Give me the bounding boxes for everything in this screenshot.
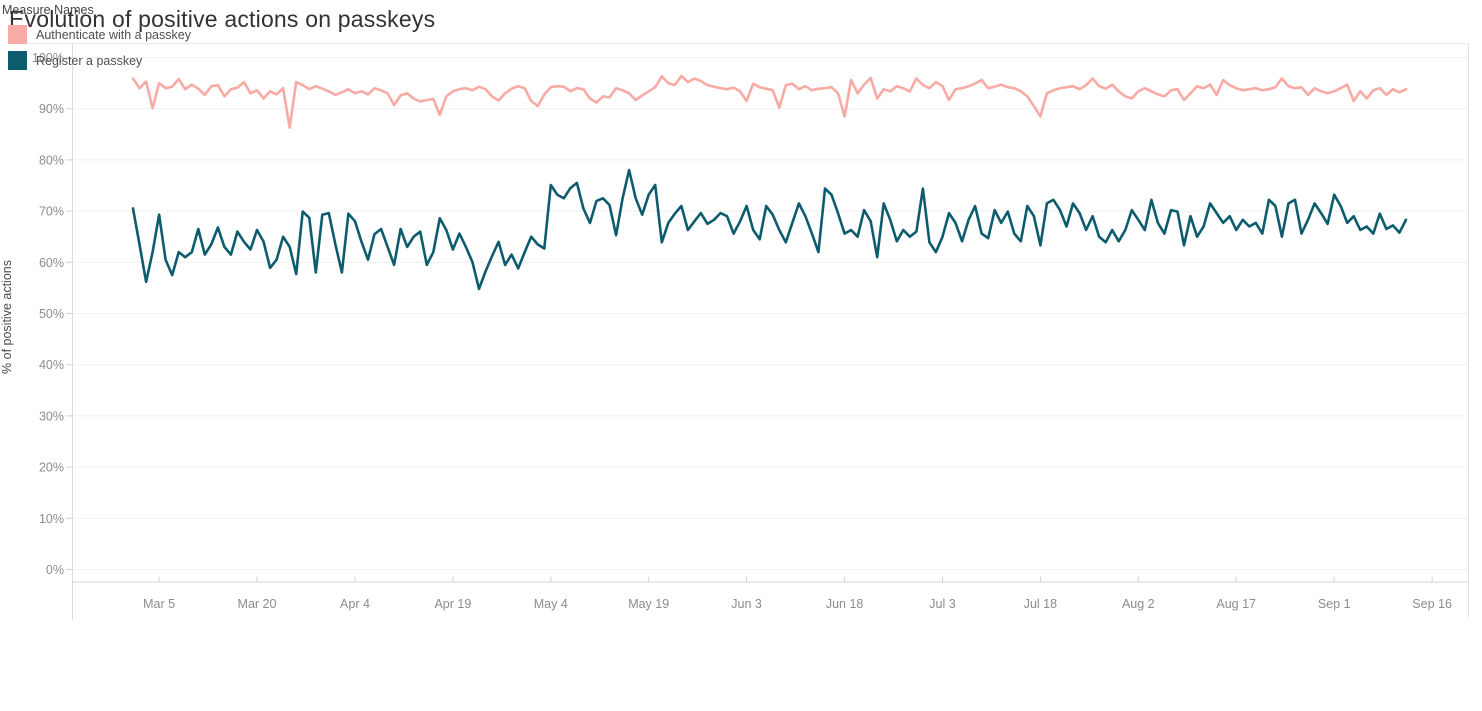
x-tick-label: May 4 (534, 597, 568, 611)
x-tick-label: Sep 16 (1412, 597, 1452, 611)
y-tick-label: 30% (39, 409, 64, 423)
y-tick-label: 100% (32, 51, 64, 65)
y-tick-label: 0% (46, 563, 64, 577)
page-title: Evolution of positive actions on passkey… (9, 6, 436, 32)
y-tick-label: 10% (39, 512, 64, 526)
y-tick-label: 20% (39, 461, 64, 475)
x-tick-label: Mar 20 (238, 597, 277, 611)
x-tick-label: Mar 5 (143, 597, 175, 611)
legend-label-register: Register a passkey (36, 53, 143, 68)
legend-item-authenticate[interactable]: Authenticate with a passkey (8, 25, 191, 44)
y-tick-label: 60% (39, 256, 64, 270)
x-tick-label: Jul 3 (929, 597, 955, 611)
y-axis-title: % of positive actions (0, 260, 14, 374)
y-tick-label: 90% (39, 102, 64, 116)
x-tick-label: Jun 3 (731, 597, 762, 611)
legend-swatch-register-icon (8, 51, 27, 70)
x-tick-label: Aug 2 (1122, 597, 1155, 611)
y-tick-label: 50% (39, 307, 64, 321)
y-tick-label: 80% (39, 153, 64, 167)
x-tick-label: Apr 19 (434, 597, 471, 611)
series-line-authenticate[interactable] (131, 74, 1408, 129)
legend-item-register[interactable]: Register a passkey (8, 51, 142, 70)
x-tick-label: Jul 18 (1024, 597, 1057, 611)
legend-swatch-authenticate-icon (8, 25, 27, 44)
x-tick-label: May 19 (628, 597, 669, 611)
pane-borders (22, 43, 1469, 620)
legend-label-authenticate: Authenticate with a passkey (36, 27, 191, 42)
legend-title: Measure Names (2, 3, 94, 17)
y-tick-label: 70% (39, 205, 64, 219)
x-tick-label: Sep 1 (1318, 597, 1351, 611)
series-lines (131, 74, 1408, 291)
x-tick-label: Aug 17 (1216, 597, 1256, 611)
gridlines (72, 57, 1469, 570)
line-chart[interactable]: 0%10%20%30%40%50%60%70%80%90%100%Mar 5 Ma… (0, 0, 1482, 628)
x-axis: Mar 5 Mar 20 Apr 4 Apr 19 May 4 May 19 Jun 3 Ju… (143, 576, 1452, 611)
series-line-register[interactable] (131, 168, 1408, 291)
x-tick-label: Apr 4 (340, 597, 370, 611)
y-tick-label: 40% (39, 358, 64, 372)
y-axis: 0% 10% 20% 30% 40% 50% 60% 70% 80% 90% 100% (32, 51, 73, 577)
x-tick-label: Jun 18 (826, 597, 864, 611)
